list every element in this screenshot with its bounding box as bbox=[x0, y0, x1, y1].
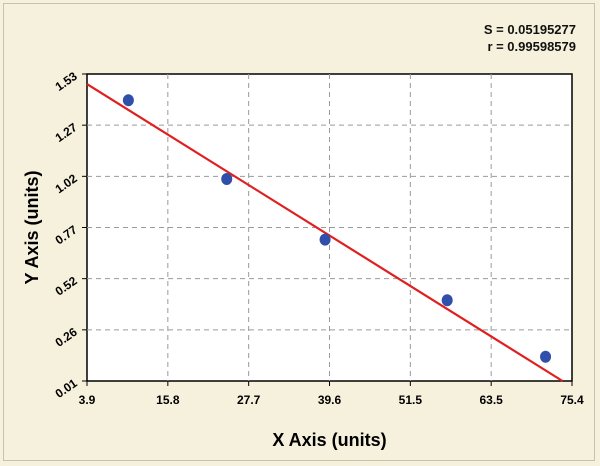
y-tick-label: 1.27 bbox=[53, 120, 80, 145]
data-point bbox=[319, 233, 331, 246]
data-point bbox=[221, 173, 233, 186]
regression-line bbox=[86, 83, 564, 382]
x-tick-label: 27.7 bbox=[237, 393, 261, 407]
data-point bbox=[122, 94, 134, 107]
fit-line-layer bbox=[86, 83, 564, 382]
chart-frame bbox=[3, 3, 595, 461]
grid bbox=[87, 74, 572, 381]
data-point bbox=[540, 350, 552, 363]
y-tick-label: 0.26 bbox=[53, 325, 80, 350]
y-tick-label: 0.01 bbox=[53, 376, 80, 401]
x-tick-label: 39.6 bbox=[318, 393, 342, 407]
x-tick-label: 3.9 bbox=[79, 393, 96, 407]
y-axis-title: Y Axis (units) bbox=[22, 170, 42, 284]
points-layer bbox=[122, 94, 552, 363]
y-tick-label: 1.53 bbox=[53, 69, 80, 94]
stat-r-value: r = 0.99598579 bbox=[487, 39, 576, 54]
data-point bbox=[441, 294, 453, 307]
x-tick-label: 51.5 bbox=[399, 393, 423, 407]
y-tick-label: 0.52 bbox=[53, 273, 80, 298]
x-tick-label: 63.5 bbox=[479, 393, 503, 407]
stat-s-value: S = 0.05195277 bbox=[483, 22, 576, 37]
y-tick-label: 0.77 bbox=[53, 222, 80, 247]
x-tick-label: 75.4 bbox=[560, 393, 584, 407]
x-axis-title: X Axis (units) bbox=[272, 430, 386, 450]
x-tick-label: 15.8 bbox=[156, 393, 180, 407]
y-tick-label: 1.02 bbox=[53, 171, 80, 196]
